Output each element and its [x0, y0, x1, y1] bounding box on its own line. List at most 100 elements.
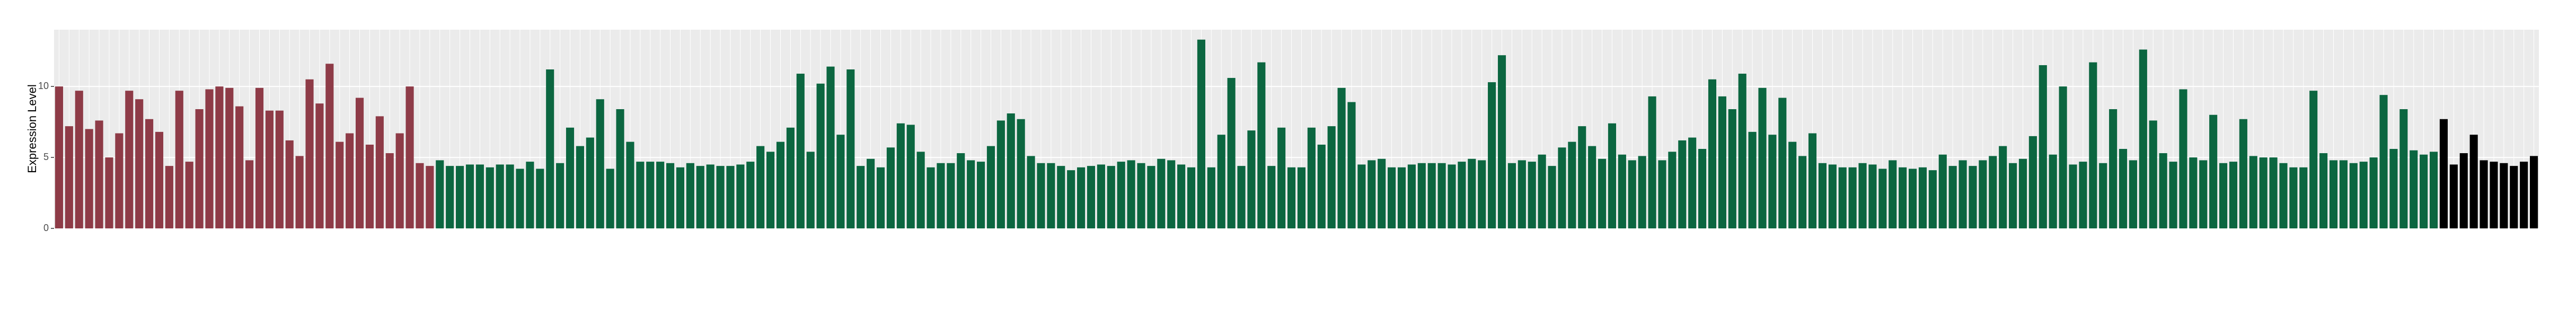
bar: [2039, 65, 2047, 228]
bar: [2049, 154, 2057, 228]
bar: [1928, 170, 1937, 228]
bar: [536, 169, 544, 228]
bar: [2109, 109, 2118, 228]
bar: [1578, 126, 1586, 228]
bar: [105, 157, 113, 228]
bar: [1137, 163, 1145, 228]
bar: [2009, 163, 2017, 228]
bar: [916, 152, 925, 228]
bar: [1317, 144, 1326, 228]
bar: [336, 141, 344, 228]
bar: [85, 129, 93, 228]
bar: [1678, 140, 1687, 228]
y-tick-label: 10: [38, 81, 49, 91]
bar: [1989, 156, 1997, 228]
bar: [1177, 164, 1186, 228]
bar: [346, 133, 354, 228]
bar: [65, 126, 73, 228]
bar: [546, 69, 554, 228]
y-tick-label: 5: [43, 152, 49, 162]
bar: [626, 141, 634, 228]
bar: [2229, 162, 2238, 228]
bar: [95, 120, 103, 228]
bar: [436, 160, 444, 228]
bar: [1868, 164, 1877, 228]
bar: [1979, 160, 1987, 228]
bar: [846, 69, 855, 228]
bar: [1087, 166, 1096, 228]
bar: [2119, 149, 2128, 228]
bar: [2439, 119, 2448, 228]
bar: [1127, 160, 1135, 228]
bar: [2139, 49, 2147, 228]
bar: [1558, 147, 1566, 228]
bar: [1247, 130, 1256, 228]
bar: [2429, 152, 2438, 228]
bar: [1959, 160, 1967, 228]
y-tick-label: 0: [43, 223, 49, 233]
bar: [375, 116, 384, 228]
bar: [556, 163, 564, 228]
bar: [2459, 153, 2468, 228]
bar: [1297, 167, 1306, 228]
bar: [726, 166, 735, 228]
bar: [656, 162, 665, 228]
bar: [1899, 167, 1907, 228]
bar: [606, 169, 614, 228]
bar: [1628, 160, 1636, 228]
bar: [1848, 167, 1857, 228]
bar: [746, 162, 755, 228]
bar: [766, 152, 775, 228]
bar: [1548, 166, 1556, 228]
bar: [1918, 167, 1927, 228]
bar: [2259, 157, 2268, 228]
bar: [716, 166, 725, 228]
bar: [115, 133, 123, 228]
bar: [1507, 163, 1516, 228]
bar: [1027, 156, 1035, 228]
bar: [1818, 163, 1827, 228]
bar: [1528, 162, 1536, 228]
bar: [876, 167, 885, 228]
bar: [305, 79, 314, 228]
bar: [506, 164, 514, 228]
bar: [486, 167, 494, 228]
bar: [826, 66, 835, 229]
bar: [1197, 39, 1205, 228]
bar: [706, 164, 714, 228]
bar: [2369, 157, 2378, 228]
bar: [1277, 127, 1286, 228]
bar: [2179, 89, 2187, 228]
bar: [395, 133, 404, 228]
bar: [1107, 166, 1115, 228]
bar: [155, 131, 164, 228]
bar: [1938, 154, 1947, 228]
bar: [2018, 158, 2027, 228]
bar: [976, 162, 985, 228]
bar: [2169, 162, 2177, 228]
bar: [576, 146, 584, 228]
bar: [2329, 160, 2338, 228]
bar: [165, 166, 173, 228]
bar: [2319, 153, 2328, 228]
bar: [205, 89, 214, 228]
bar: [646, 162, 655, 228]
bar: [586, 137, 594, 228]
bar: [1738, 74, 1746, 229]
bar: [836, 135, 845, 228]
bar: [786, 127, 795, 228]
bar: [75, 91, 83, 228]
bar: [1237, 166, 1246, 228]
bar: [2299, 167, 2308, 228]
bar: [566, 127, 575, 228]
bar: [2420, 154, 2428, 228]
bar: [1217, 135, 1225, 228]
bar: [1407, 164, 1416, 228]
bar: [756, 146, 765, 228]
bar: [1307, 127, 1316, 228]
bar: [1227, 78, 1236, 229]
bar: [1708, 79, 1717, 228]
bar: [215, 86, 224, 228]
bar: [416, 163, 424, 228]
bar: [676, 167, 685, 228]
